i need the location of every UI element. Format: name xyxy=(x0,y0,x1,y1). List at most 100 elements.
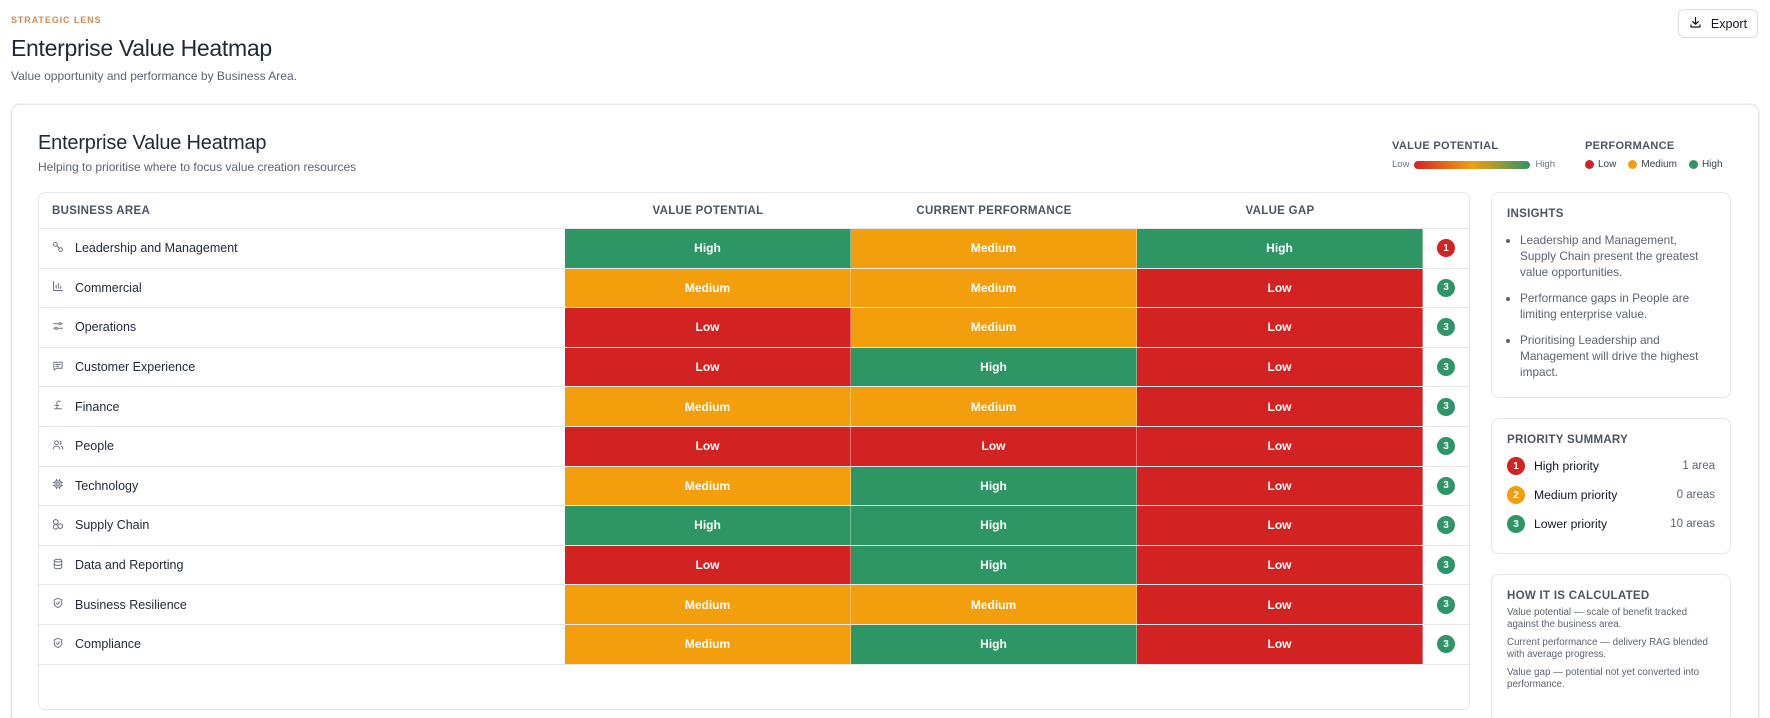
value-gap-cell: Low xyxy=(1137,545,1423,585)
priority-cell: 3 xyxy=(1423,358,1469,377)
priority-badge: 3 xyxy=(1437,318,1455,337)
priority-cell: 1 xyxy=(1423,239,1469,258)
table-row[interactable]: Finance Medium Medium Low 3 xyxy=(39,387,1469,427)
performance-legend: PERFORMANCE Low Medium High xyxy=(1585,140,1730,170)
value-potential-cell: Medium xyxy=(565,387,851,426)
priority-count: 1 area xyxy=(1682,460,1715,472)
gradient-bar xyxy=(1414,160,1531,169)
boxes-icon xyxy=(52,518,64,533)
priority-badge: 2 xyxy=(1507,486,1525,504)
table-row[interactable]: People Low Low Low 3 xyxy=(39,426,1469,467)
current-performance-cell: High xyxy=(851,624,1137,664)
priority-summary-panel: PRIORITY SUMMARY 1 High priority 1 area … xyxy=(1491,418,1731,554)
value-gap-cell: Low xyxy=(1137,585,1423,624)
priority-summary-title: PRIORITY SUMMARY xyxy=(1507,434,1629,446)
calculation-note: Value potential — scale of benefit track… xyxy=(1507,607,1688,630)
value-potential-cell: High xyxy=(565,229,851,268)
insights-title: INSIGHTS xyxy=(1507,208,1564,220)
legend-item-label: High xyxy=(1701,159,1723,170)
business-area-label: Supply Chain xyxy=(75,518,150,533)
business-area-cell: Leadership and Management xyxy=(39,229,565,268)
value-potential-cell: Medium xyxy=(565,624,851,664)
priority-cell: 3 xyxy=(1423,278,1469,297)
current-performance-cell: Medium xyxy=(851,268,1137,308)
priority-badge: 3 xyxy=(1437,397,1455,416)
table-body: Leadership and Management High Medium High 1… xyxy=(39,229,1469,665)
business-area-cell: Operations xyxy=(39,308,565,347)
value-potential-cell: High xyxy=(565,506,851,545)
value-potential-cell: Medium xyxy=(565,268,851,308)
download-icon xyxy=(1689,16,1702,32)
column-header-value-gap: VALUE GAP xyxy=(1245,204,1315,217)
value-gap-cell: Low xyxy=(1137,268,1423,308)
business-area-label: Data and Reporting xyxy=(75,558,184,573)
priority-cell: 3 xyxy=(1423,595,1469,614)
heatmap-table: BUSINESS AREA VALUE POTENTIAL CURRENT PE… xyxy=(38,192,1470,710)
insights-panel: INSIGHTS Leadership and Management, Supp… xyxy=(1491,192,1731,398)
export-button[interactable]: Export xyxy=(1678,9,1758,38)
priority-cell: 3 xyxy=(1423,318,1469,337)
priority-count: 0 areas xyxy=(1676,489,1715,501)
heatmap-card: Enterprise Value Heatmap Helping to prio… xyxy=(11,104,1759,718)
page-subtitle: Value opportunity and performance by Bus… xyxy=(11,69,297,83)
legend-item-medium: Medium xyxy=(1628,159,1677,170)
calculation-note: Value gap — potential not yet converted … xyxy=(1507,667,1700,690)
priority-badge: 3 xyxy=(1437,635,1455,654)
business-area-cell: Data and Reporting xyxy=(39,546,565,585)
business-area-label: Compliance xyxy=(75,637,142,652)
table-row[interactable]: Business Resilience Medium Medium Low 3 xyxy=(39,585,1469,625)
medium-dot-icon xyxy=(1628,160,1638,169)
priority-badge: 3 xyxy=(1437,556,1455,575)
users-icon xyxy=(52,439,64,454)
business-area-label: Leadership and Management xyxy=(75,241,238,256)
table-row[interactable]: Commercial Medium Medium Low 3 xyxy=(39,268,1469,309)
value-gap-cell: Low xyxy=(1137,387,1423,426)
business-area-label: Finance xyxy=(75,399,120,414)
table-row[interactable]: Leadership and Management High Medium High 1 xyxy=(39,229,1469,269)
calculation-note: Current performance — delivery RAG blend… xyxy=(1507,637,1708,660)
legend-item-low: Low xyxy=(1585,159,1616,170)
business-area-cell: Finance xyxy=(39,387,565,426)
priority-label: Medium priority xyxy=(1534,488,1618,502)
table-row[interactable]: Supply Chain High High Low 3 xyxy=(39,506,1469,546)
priority-badge: 3 xyxy=(1437,595,1455,614)
priority-cell: 3 xyxy=(1423,635,1469,654)
table-row[interactable]: Technology Medium High Low 3 xyxy=(39,466,1469,507)
insight-item: Prioritising Leadership and Management w… xyxy=(1520,332,1715,380)
table-row[interactable]: Customer Experience Low High Low 3 xyxy=(39,347,1469,388)
table-row[interactable]: Data and Reporting Low High Low 3 xyxy=(39,545,1469,586)
value-potential-legend-title: VALUE POTENTIAL xyxy=(1392,140,1499,152)
value-gap-cell: Low xyxy=(1137,308,1423,347)
priority-label: High priority xyxy=(1534,459,1600,473)
business-area-cell: Customer Experience xyxy=(39,348,565,387)
priority-badge: 3 xyxy=(1437,516,1455,535)
chat-icon xyxy=(52,360,64,375)
legend-item-label: Low xyxy=(1598,159,1617,170)
priority-badge: 3 xyxy=(1507,515,1525,533)
business-area-label: Commercial xyxy=(75,280,142,295)
value-potential-cell: Low xyxy=(565,308,851,347)
business-area-cell: People xyxy=(39,427,565,466)
bar-chart-icon xyxy=(52,280,64,295)
current-performance-cell: High xyxy=(851,347,1137,387)
priority-badge: 3 xyxy=(1437,476,1455,495)
priority-badge: 3 xyxy=(1437,278,1455,297)
eyebrow-label: STRATEGIC LENS xyxy=(11,15,102,25)
value-potential-legend: VALUE POTENTIAL Low High xyxy=(1392,140,1555,170)
legend-low-label: Low xyxy=(1392,159,1410,170)
current-performance-cell: Medium xyxy=(851,229,1137,268)
legend-item-high: High xyxy=(1688,159,1723,170)
table-row[interactable]: Operations Low Medium Low 3 xyxy=(39,308,1469,348)
priority-badge: 3 xyxy=(1437,358,1455,377)
business-area-cell: Business Resilience xyxy=(39,585,565,624)
page-title: Enterprise Value Heatmap xyxy=(11,35,272,61)
table-row[interactable]: Compliance Medium High Low 3 xyxy=(39,624,1469,665)
priority-badge: 1 xyxy=(1507,457,1525,475)
high-dot-icon xyxy=(1688,160,1698,169)
performance-legend-title: PERFORMANCE xyxy=(1585,140,1675,152)
value-potential-cell: Medium xyxy=(565,466,851,506)
business-area-cell: Commercial xyxy=(39,269,565,308)
column-header-value-potential: VALUE POTENTIAL xyxy=(652,204,764,217)
database-icon xyxy=(52,558,64,573)
current-performance-cell: Medium xyxy=(851,585,1137,624)
